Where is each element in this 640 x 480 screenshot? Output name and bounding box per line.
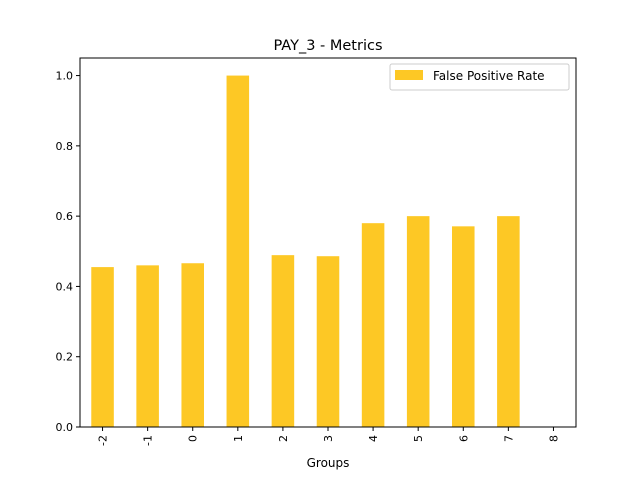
y-tick-label: 0.4 [56, 280, 74, 293]
bar-3 [316, 256, 340, 427]
x-tick-label: 6 [457, 435, 470, 442]
x-tick-label: 3 [322, 435, 335, 442]
bar-5 [406, 216, 430, 427]
bar-0 [181, 263, 204, 427]
y-tick-label: 0.6 [56, 210, 74, 223]
x-axis-label: Groups [307, 456, 350, 470]
bar-6 [452, 226, 475, 427]
bar-2 [271, 255, 295, 427]
bar-4 [361, 223, 385, 427]
chart-title: PAY_3 - Metrics [273, 38, 382, 54]
bar--1 [136, 265, 159, 427]
legend: False Positive Rate [389, 63, 570, 91]
bar-7 [497, 216, 520, 427]
x-tick-label: 0 [187, 435, 200, 442]
x-tick-label: 2 [277, 435, 290, 442]
bar-1 [226, 75, 250, 428]
legend-swatch [395, 70, 423, 80]
x-tick-label: 7 [502, 435, 515, 442]
x-tick-label: -2 [97, 435, 110, 446]
y-tick-label: 0.0 [56, 421, 74, 434]
x-tick-label: -1 [142, 435, 155, 446]
x-tick-label: 8 [547, 435, 560, 442]
x-tick-label: 4 [367, 435, 380, 442]
y-tick-label: 0.8 [56, 140, 74, 153]
x-tick-label: 1 [232, 435, 245, 442]
y-tick-label: 0.2 [56, 351, 74, 364]
bar--2 [91, 267, 114, 427]
y-tick-label: 1.0 [56, 70, 74, 83]
legend-label: False Positive Rate [433, 69, 545, 83]
x-tick-label: 5 [412, 435, 425, 442]
